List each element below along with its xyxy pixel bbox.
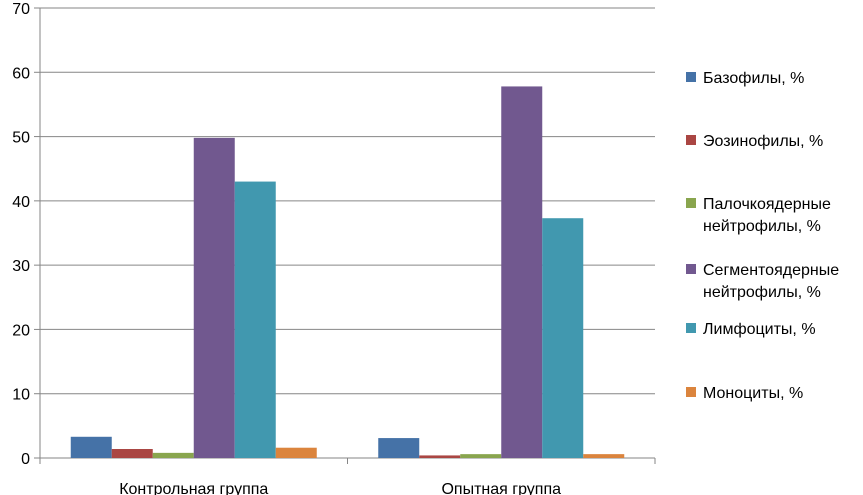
category-labels: Контрольная группа Опытная группа	[119, 481, 561, 495]
legend-label: Лимфоциты, %	[703, 321, 816, 338]
legend-label: нейтрофилы, %	[703, 284, 821, 301]
y-tick-label: 50	[12, 130, 30, 147]
legend: Базофилы, % Эозинофилы, % Палочкоядерные не…	[686, 70, 839, 402]
bars	[70, 86, 625, 459]
legend-swatch	[686, 72, 696, 82]
bar-3-2	[460, 454, 502, 458]
legend-label: Палочкоядерные	[703, 196, 831, 213]
bar-3-1	[152, 452, 194, 458]
y-tick-label: 20	[12, 322, 30, 339]
legend-swatch	[686, 135, 696, 145]
bar-5-2	[542, 218, 584, 458]
y-tick-label: 60	[12, 65, 30, 82]
category-label: Контрольная группа	[119, 481, 268, 495]
y-tick-label: 10	[12, 387, 30, 404]
y-tick-labels: 0 10 20 30 40 50 60 70	[12, 1, 30, 468]
bar-2-2	[419, 455, 461, 458]
gridlines	[40, 7, 655, 395]
legend-label: Базофилы, %	[703, 70, 804, 87]
legend-swatch	[686, 264, 696, 274]
legend-swatch	[686, 387, 696, 397]
bar-4-2	[501, 86, 543, 458]
y-tick-label: 0	[21, 451, 30, 468]
bar-1-1	[70, 436, 112, 458]
bar-2-1	[111, 449, 153, 458]
y-tick-label: 30	[12, 258, 30, 275]
bar-4-1	[193, 137, 235, 458]
y-tick-label: 70	[12, 1, 30, 18]
category-label: Опытная группа	[441, 481, 561, 495]
bar-6-2	[583, 454, 625, 458]
bar-5-1	[234, 181, 276, 459]
legend-label: Сегментоядерные	[703, 262, 839, 279]
bar-1-2	[378, 438, 420, 458]
legend-swatch	[686, 323, 696, 333]
legend-label: Эозинофилы, %	[703, 133, 823, 150]
y-tick-label: 40	[12, 194, 30, 211]
legend-label: нейтрофилы, %	[703, 218, 821, 235]
legend-swatch	[686, 198, 696, 208]
legend-label: Моноциты, %	[703, 385, 803, 402]
bar-6-1	[275, 447, 317, 458]
